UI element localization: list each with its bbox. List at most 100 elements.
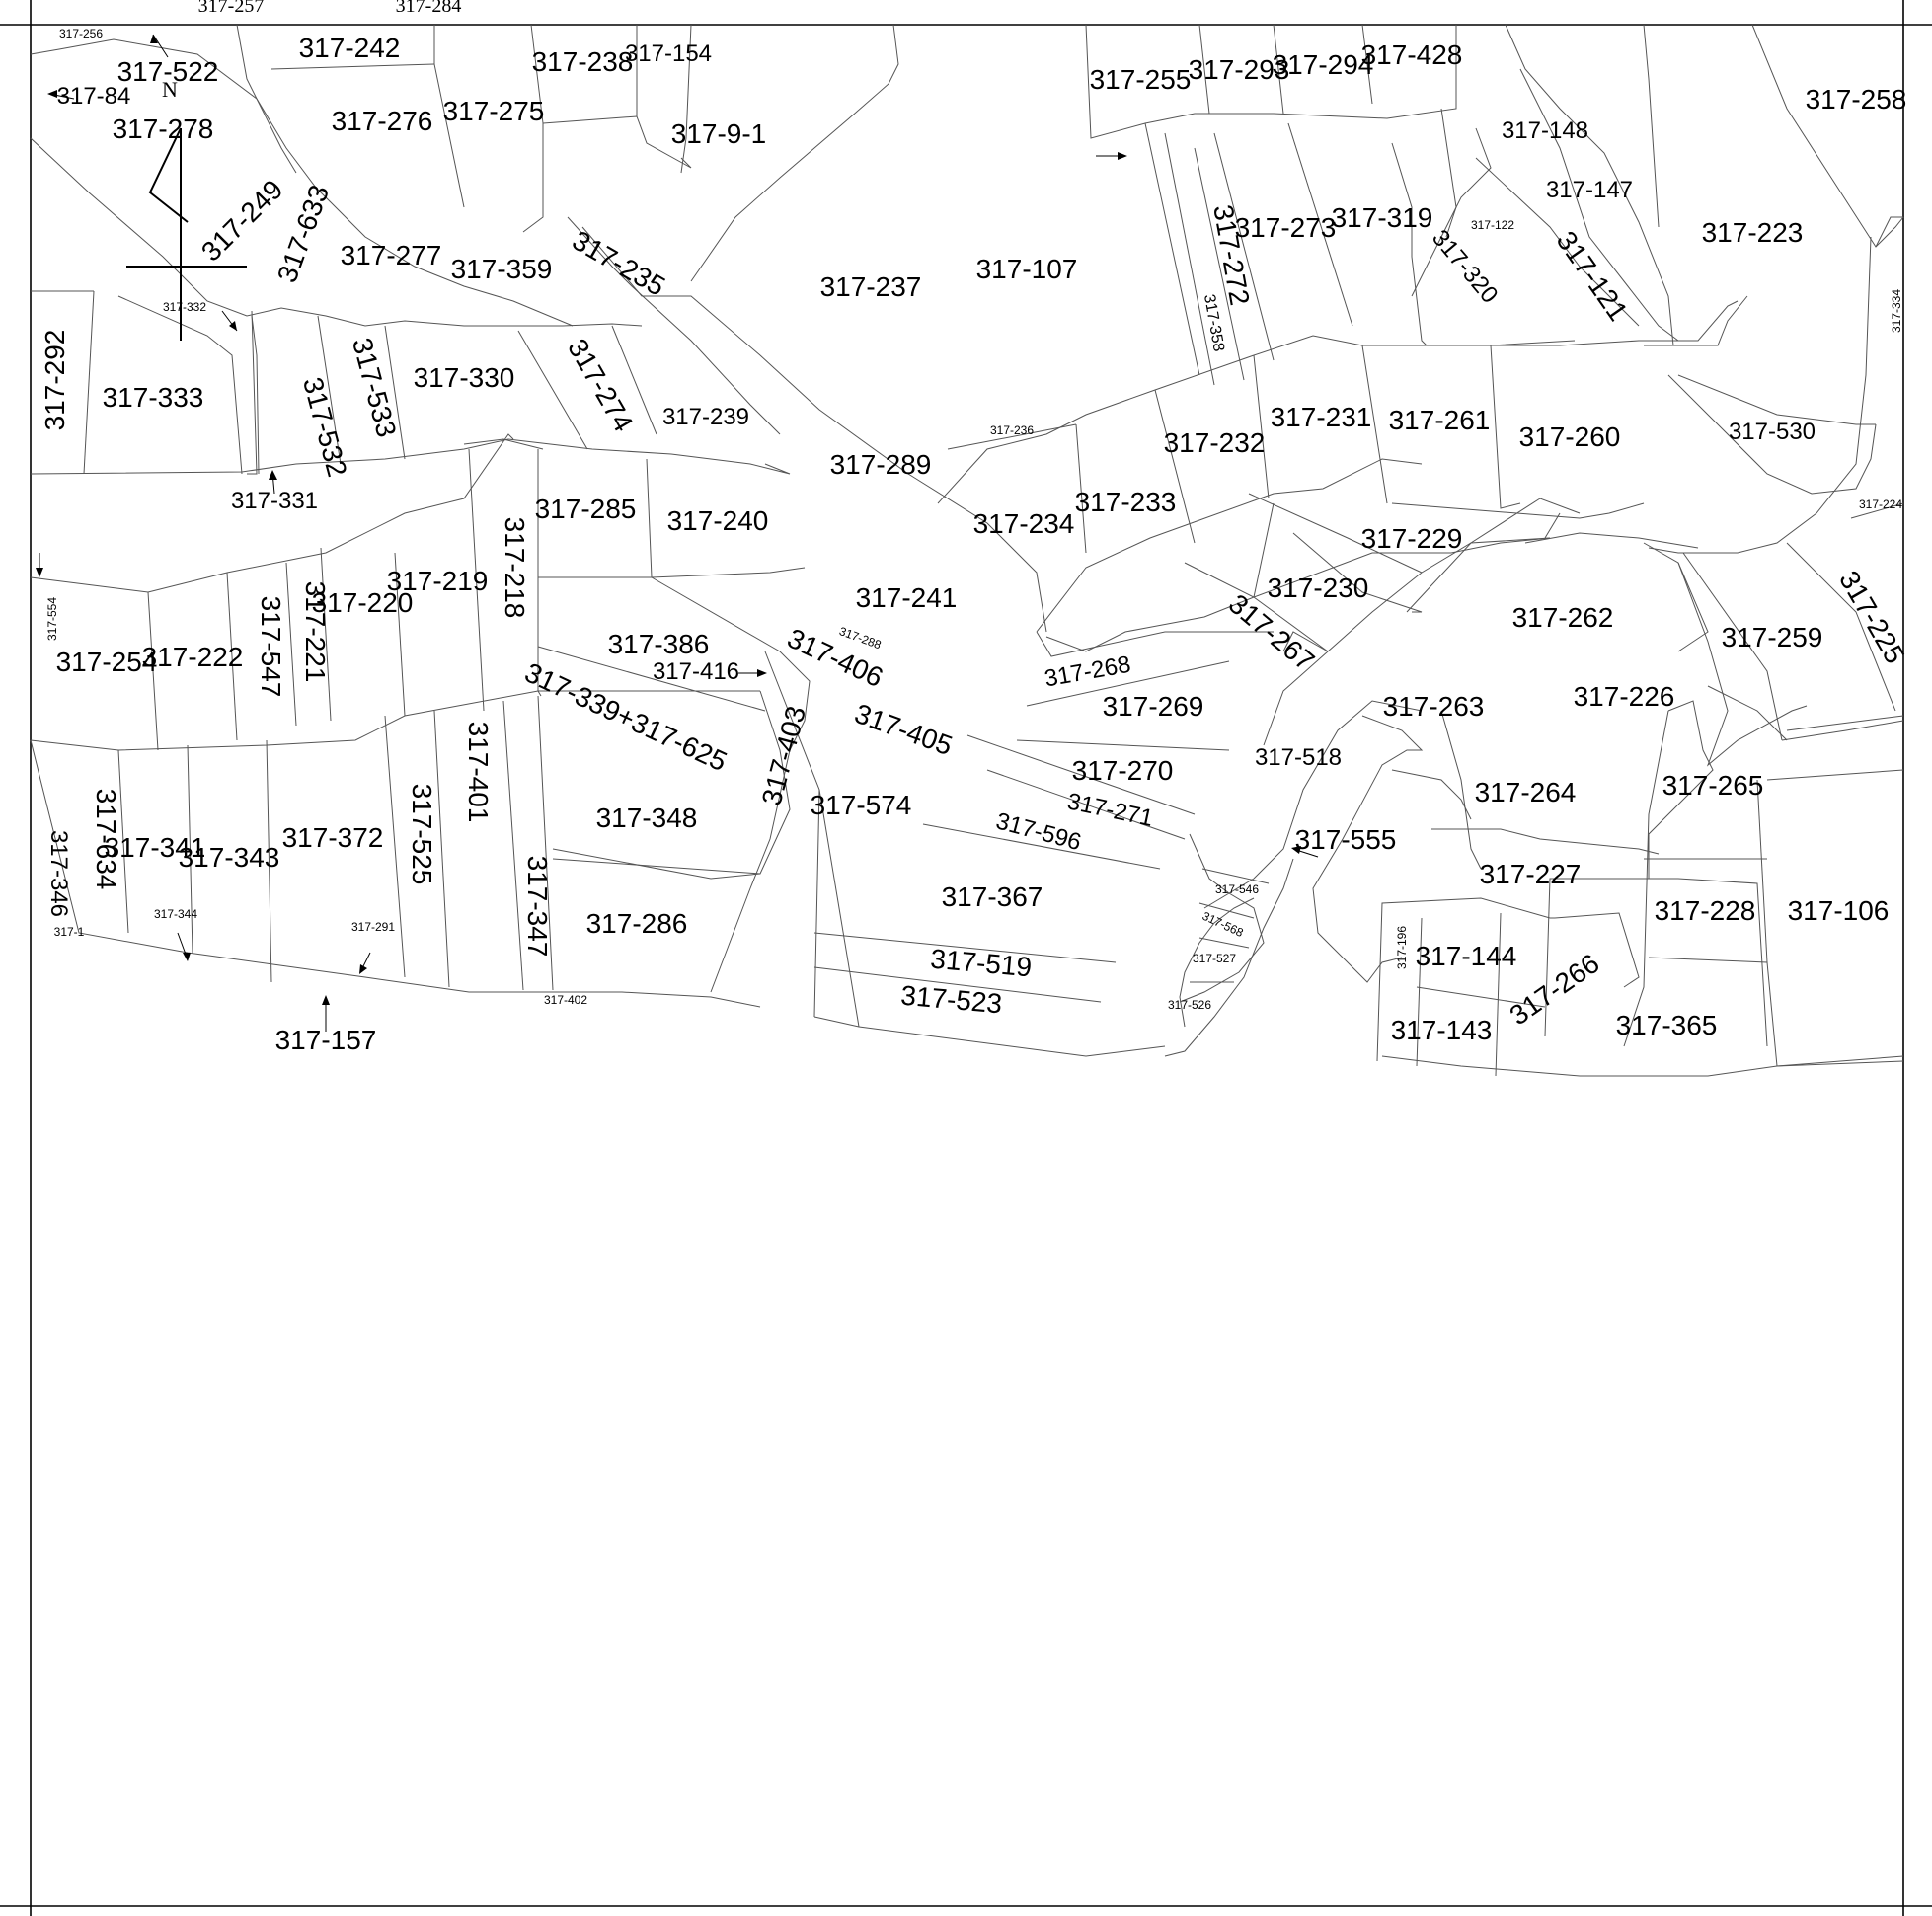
boundary-line (1786, 542, 1896, 712)
parcel-label: 317-365 (1616, 1010, 1718, 1040)
parcel-label: 317-122 (1471, 218, 1514, 232)
parcel-label: 317-239 (662, 404, 749, 430)
parcel-label: 317-224 (1859, 498, 1902, 511)
boundary-line (30, 433, 514, 593)
boundary-line (147, 591, 159, 751)
boundary-line (986, 769, 1186, 840)
boundary-line (1036, 631, 1274, 657)
parcel-label: 317-526 (1168, 998, 1211, 1012)
boundary-line (1416, 917, 1423, 1067)
boundary-line (1287, 122, 1353, 327)
parcel-label: 317-403 (756, 703, 812, 808)
boundary-line (1292, 532, 1423, 613)
parcel-label: 317-278 (113, 114, 214, 144)
parcel-label: 317-228 (1655, 895, 1756, 926)
parcel-label: 317-196 (1395, 926, 1409, 969)
parcel-label: 317-237 (820, 271, 922, 302)
parcel-label: 317-144 (1416, 941, 1517, 971)
parcel-label: 317-221 (300, 581, 331, 683)
parcel-label: 317-344 (154, 907, 197, 921)
boundary-line (552, 690, 791, 880)
parcel-label: 317-223 (1702, 217, 1804, 248)
boundary-line (1677, 562, 1709, 652)
parcel-label: 317-546 (1215, 882, 1259, 896)
parcel-label: 317-525 (407, 784, 437, 885)
boundary-line (1554, 912, 1640, 988)
parcel-label: 317-386 (608, 629, 710, 659)
parcel-label: 317-1 (54, 925, 85, 939)
boundary-line (1756, 779, 1768, 963)
parcel-label: 317-292 (39, 330, 70, 431)
boundary-line (1194, 147, 1245, 381)
boundary-line (1648, 700, 1714, 879)
parcel-label: 317-406 (783, 623, 888, 694)
boundary-line (1544, 878, 1768, 1047)
arrowhead (183, 953, 191, 961)
parcel-label: 317-347 (522, 856, 553, 958)
parcel-label: 317-401 (463, 722, 494, 823)
parcel-label: 317-258 (1806, 84, 1907, 115)
parcel-label: 317-293 (1189, 54, 1290, 85)
parcel-label: 317-554 (45, 597, 59, 641)
boundary-line (1164, 132, 1215, 386)
parcel-label: 317-428 (1361, 39, 1463, 70)
parcel-label: 317-346 (45, 830, 72, 917)
boundary-line (651, 576, 811, 993)
parcel-boundaries (30, 24, 1904, 1077)
parcel-label: 317-547 (256, 596, 286, 698)
boundary-line (922, 823, 1161, 870)
boundary-line (1312, 715, 1424, 983)
boundary-line (1201, 868, 1270, 884)
boundary-line (1085, 24, 1457, 139)
parcel-label: 317-266 (1505, 948, 1605, 1031)
boundary-line (1391, 142, 1428, 346)
boundary-line (1362, 300, 1739, 346)
parcel-label: 317-106 (1788, 895, 1890, 926)
parcel-label: 317-277 (341, 240, 442, 270)
north-arrow: N (126, 77, 247, 341)
parcel-label: 317-232 (1164, 427, 1266, 458)
parcel-label: 317-405 (851, 698, 957, 761)
parcel-label: 317-291 (351, 920, 395, 934)
arrowhead (269, 470, 277, 480)
parcel-label: 317-271 (1065, 788, 1156, 832)
boundary-line (320, 547, 332, 722)
parcel-label: 317-242 (299, 33, 401, 63)
boundary-line (690, 24, 899, 282)
arrowhead (36, 568, 43, 577)
boundary-line (1198, 902, 1255, 919)
boundary-line (966, 734, 1196, 815)
boundary-line (680, 24, 692, 174)
parcel-label: 317-359 (451, 254, 553, 284)
boundary-line (1361, 24, 1373, 105)
arrowhead (322, 995, 330, 1005)
boundary-line (1524, 532, 1699, 549)
parcel-label: 317-234 (973, 508, 1075, 539)
parcel-label: 317-256 (59, 27, 103, 40)
arrowhead (359, 964, 367, 974)
boundary-line (433, 25, 465, 208)
boundary-line (187, 744, 193, 954)
boundary-line (1263, 537, 1551, 746)
parcel-label: 317-330 (414, 362, 515, 393)
boundary-line (236, 24, 297, 174)
parcel-label: 317-334 (1890, 289, 1903, 333)
parcel-label: 317-265 (1662, 770, 1764, 801)
parcel-label: 317-519 (929, 944, 1033, 983)
parcel-label: 317-231 (1271, 402, 1372, 432)
parcel-label: 317-294 (1273, 49, 1374, 80)
boundary-line (1776, 1055, 1904, 1067)
leader-arrows (36, 34, 1319, 1032)
parcel-label: 317-372 (282, 822, 384, 853)
boundary-line (1751, 24, 1904, 248)
arrowhead (150, 35, 158, 43)
parcel-label: 317-260 (1519, 422, 1621, 452)
boundary-line (1179, 833, 1265, 1003)
boundary-line (937, 354, 1255, 504)
boundary-line (1643, 24, 1660, 228)
boundary-line (1707, 685, 1788, 741)
boundary-line (502, 700, 524, 991)
boundary-line (1381, 1055, 1904, 1077)
parcel-label: 317-107 (976, 254, 1078, 284)
